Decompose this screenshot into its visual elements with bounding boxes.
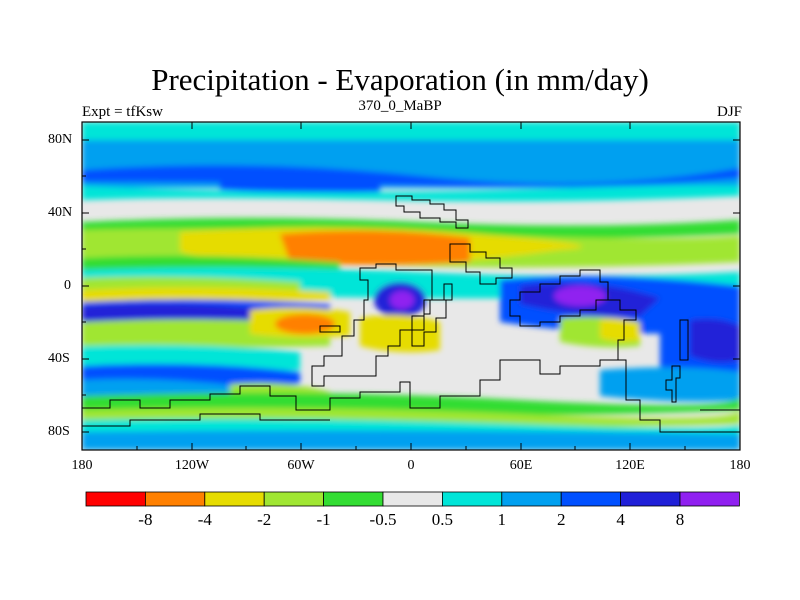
x-tick-label: 180 [729,458,751,473]
colorbar-swatch [620,491,681,507]
x-tick-label: 120W [174,458,210,473]
colorbar-swatch [501,491,562,507]
y-tick-label: 40N [48,205,73,220]
x-tick-label: 60E [509,458,533,473]
colorbar-swatch [144,491,206,507]
colorbar-label: 4 [616,510,625,529]
colorbar-swatch [323,491,384,507]
x-tick-label: 0 [407,458,415,473]
x-tick-label: 60W [287,458,315,473]
colorbar-swatch [441,491,503,507]
colorbar-label: -1 [316,510,331,529]
colorbar-swatch [382,491,443,507]
colorbar-label: 0.5 [431,510,454,529]
contour-field [82,122,740,450]
map-title: Precipitation - Evaporation (in mm/day) [151,62,649,97]
colorbar-swatch [204,491,265,507]
colorbar-label: -4 [197,510,212,529]
colorbar-swatch [679,491,740,507]
y-tick-label: 80N [48,132,73,147]
season-label: DJF [716,104,742,120]
axis-ticks [81,122,741,450]
colorbar-swatch [263,491,325,507]
colorbar-swatch [85,491,146,507]
colorbar-label: -2 [257,510,272,529]
coastline-outlines [82,195,740,433]
y-tick-label: 0 [64,278,71,293]
colorbar-swatch [560,491,622,507]
experiment-label: Expt = tfKsw [82,104,163,120]
colorbar-label: 8 [675,510,685,529]
map-subtitle: 370_0_MaBP [358,98,442,114]
colorbar-label: -0.5 [369,510,397,529]
colorbar [85,491,740,507]
x-tick-label: 180 [71,458,93,473]
colorbar-label: 2 [556,510,566,529]
colorbar-label: -8 [138,510,153,529]
x-tick-label: 120E [615,458,645,473]
colorbar-label: 1 [497,510,507,529]
y-tick-label: 40S [48,351,70,366]
y-tick-label: 80S [48,424,70,439]
